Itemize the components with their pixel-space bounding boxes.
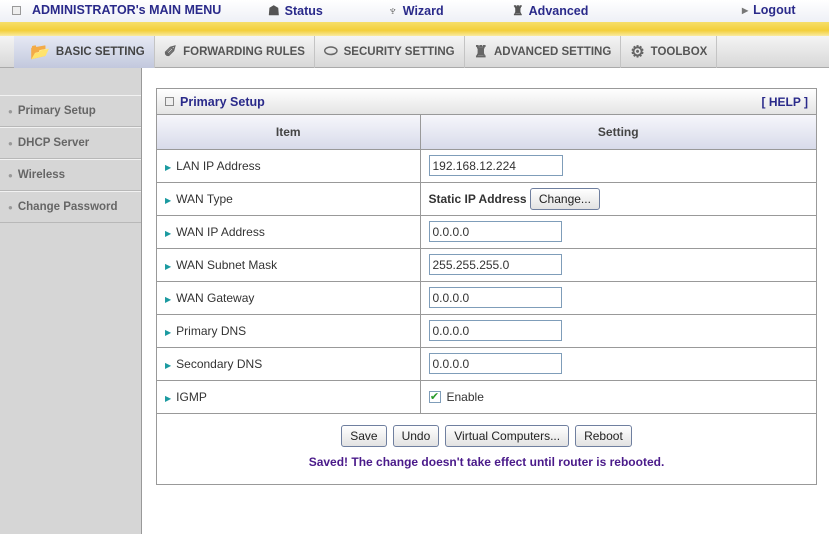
row-label: WAN Subnet Mask: [176, 257, 278, 272]
tab-security-setting[interactable]: ⬭ SECURITY SETTING: [315, 36, 465, 68]
row-label: Secondary DNS: [176, 356, 263, 371]
panel-header: Primary Setup [ HELP ]: [157, 89, 816, 115]
arrow-right-icon: ▶: [165, 195, 172, 205]
panel-title: Primary Setup: [180, 94, 265, 109]
bullet-icon: ●: [8, 202, 13, 212]
arrow-right-icon: ▶: [165, 294, 172, 304]
main-menu-bar: ADMINISTRATOR's MAIN MENU ☗ Status ♆ Wizar…: [0, 0, 829, 22]
tab-bar: 📂 BASIC SETTING ✐ FORWARDING RULES ⬭ SECURI…: [0, 36, 829, 68]
advanced-icon: ♜: [512, 3, 524, 18]
virtual-computers-button[interactable]: Virtual Computers...: [445, 424, 570, 447]
arrow-right-icon: ▶: [165, 327, 172, 337]
status-icon: ☗: [268, 3, 280, 18]
column-header-setting: Setting: [420, 115, 816, 150]
tab-label: ADVANCED SETTING: [493, 46, 612, 58]
change-wan-type-button[interactable]: Change...: [529, 187, 600, 210]
main-menu-label: ADMINISTRATOR's MAIN MENU: [32, 3, 222, 17]
row-label: IGMP: [176, 389, 207, 404]
primary-setup-panel: Primary Setup [ HELP ] Item Setting ▶ LAN I…: [156, 88, 817, 485]
sidebar-item-label: Wireless: [17, 169, 66, 181]
arrow-right-icon: ▶: [165, 261, 172, 271]
sidebar: ● Primary Setup ● DHCP Server ● Wireless ● C…: [0, 68, 142, 534]
sidebar-item-change-password[interactable]: ● Change Password: [0, 191, 141, 223]
row-label: WAN Type: [176, 191, 233, 206]
wan-gateway-input[interactable]: [428, 287, 562, 308]
secondary-dns-input[interactable]: [428, 353, 562, 374]
sidebar-item-label: Primary Setup: [17, 105, 96, 117]
toolbox-icon: ⚙: [630, 44, 645, 61]
folder-icon: 📂: [30, 44, 50, 61]
tab-basic-setting[interactable]: 📂 BASIC SETTING: [14, 36, 155, 68]
sidebar-item-primary-setup[interactable]: ● Primary Setup: [0, 95, 141, 127]
bullet-icon: ●: [8, 138, 13, 148]
lock-icon: ⬭: [323, 43, 338, 60]
table-row: ▶ LAN IP Address: [157, 149, 816, 183]
bullet-icon: ●: [8, 106, 13, 116]
table-row: ▶ IGMP ✔ Enable: [157, 380, 816, 414]
arrow-right-icon: ▶: [742, 5, 749, 15]
primary-dns-input[interactable]: [428, 320, 562, 341]
column-header-item: Item: [157, 115, 421, 150]
status-link[interactable]: ☗ Status: [268, 3, 323, 19]
row-label: WAN Gateway: [176, 290, 255, 305]
arrow-right-icon: ▶: [165, 162, 172, 172]
tab-toolbox[interactable]: ⚙ TOOLBOX: [621, 36, 718, 68]
status-message: Saved! The change doesn't take effect un…: [308, 454, 665, 469]
row-label: WAN IP Address: [176, 224, 265, 239]
advanced-label: Advanced: [528, 4, 589, 18]
table-row: ▶ Secondary DNS: [157, 347, 816, 381]
logout-label: Logout: [753, 3, 796, 17]
tab-label: FORWARDING RULES: [183, 46, 305, 58]
wizard-link[interactable]: ♆ Wizard: [388, 3, 444, 18]
wan-ip-input[interactable]: [428, 221, 562, 242]
bullet-icon: ●: [8, 170, 13, 180]
tab-advanced-setting[interactable]: ♜ ADVANCED SETTING: [465, 36, 622, 68]
help-link[interactable]: [ HELP ]: [761, 94, 808, 109]
wizard-label: Wizard: [402, 3, 444, 18]
arrow-right-icon: ▶: [165, 393, 172, 403]
checkbox-label: Enable: [446, 389, 484, 404]
decorative-band: [0, 22, 829, 36]
panel-square-icon: [165, 97, 174, 106]
arrow-right-icon: ▶: [165, 228, 172, 238]
undo-button[interactable]: Undo: [392, 424, 440, 447]
reboot-button[interactable]: Reboot: [575, 424, 632, 447]
tab-label: SECURITY SETTING: [343, 46, 455, 58]
table-row: ▶ WAN Gateway: [157, 281, 816, 315]
table-row: ▶ WAN Type Static IP Address Change...: [157, 182, 816, 216]
sidebar-item-dhcp-server[interactable]: ● DHCP Server: [0, 127, 141, 159]
action-area: Save Undo Virtual Computers... Reboot Sa…: [157, 414, 816, 469]
main-menu-title[interactable]: ADMINISTRATOR's MAIN MENU: [12, 3, 221, 17]
row-label: LAN IP Address: [176, 158, 261, 173]
advanced-icon: ♜: [473, 44, 488, 61]
lan-ip-input[interactable]: [428, 155, 563, 176]
table-row: ▶ Primary DNS: [157, 314, 816, 348]
sidebar-item-wireless[interactable]: ● Wireless: [0, 159, 141, 191]
table-row: ▶ WAN IP Address: [157, 215, 816, 249]
tab-label: BASIC SETTING: [55, 46, 145, 58]
menu-square-icon: [12, 5, 21, 15]
tab-forwarding-rules[interactable]: ✐ FORWARDING RULES: [155, 36, 315, 68]
igmp-enable-checkbox[interactable]: ✔: [428, 391, 441, 404]
logout-link[interactable]: ▶ Logout: [742, 3, 796, 17]
forward-icon: ✐: [163, 44, 178, 61]
arrow-right-icon: ▶: [165, 360, 172, 370]
status-label: Status: [284, 4, 323, 18]
table-row: ▶ WAN Subnet Mask: [157, 248, 816, 282]
wan-type-value: Static IP Address: [428, 191, 527, 206]
row-label: Primary DNS: [176, 323, 247, 338]
wizard-icon: ♆: [388, 3, 398, 18]
advanced-link[interactable]: ♜ Advanced: [512, 3, 588, 19]
wan-subnet-mask-input[interactable]: [428, 254, 562, 275]
sidebar-item-label: Change Password: [17, 201, 118, 213]
save-button[interactable]: Save: [341, 424, 387, 447]
sidebar-item-label: DHCP Server: [17, 137, 90, 149]
tab-label: TOOLBOX: [650, 46, 708, 58]
